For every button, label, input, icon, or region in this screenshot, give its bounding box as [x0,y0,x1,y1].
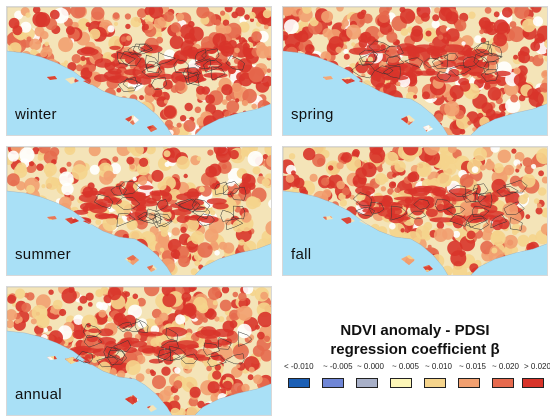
legend-label: ~ -0.005 [323,362,353,371]
legend-swatch [288,378,310,388]
season-label-annual: annual [15,386,62,403]
perimeter-outlines [93,181,247,231]
coastline [283,7,547,135]
legend-swatch [322,378,344,388]
perimeter-outlines [351,40,503,82]
season-label-fall: fall [291,246,312,263]
legend-swatch [356,378,378,388]
season-label-summer: summer [15,246,71,263]
map-panel-summer: summer [6,146,272,276]
legend-label: ~ 0.020 [492,362,519,371]
map-summer [7,147,271,275]
legend-label: > 0.020 [524,362,550,371]
map-panel-spring: spring [282,6,548,136]
map-panel-fall: fall [282,146,548,276]
map-spring [283,7,547,135]
legend-label: ~ 0.005 [392,362,419,371]
coastline [7,147,271,275]
legend-subtitle: regression coefficient β [330,341,500,358]
perimeter-outlines [352,179,528,231]
legend-label: ~ 0.010 [425,362,452,371]
legend-swatch [522,378,544,388]
legend-labels: < -0.010 ~ -0.005 ~ 0.000 ~ 0.005 ~ 0.01… [284,362,550,376]
coastline [7,287,271,415]
legend-swatch [390,378,412,388]
map-panel-winter: winter [6,6,272,136]
legend-label: ~ 0.000 [357,362,384,371]
map-fall [283,147,547,275]
map-annual [7,287,271,415]
season-label-winter: winter [15,106,57,123]
perimeter-outlines [117,43,245,92]
coastline [283,147,547,275]
legend-label: < -0.010 [284,362,314,371]
legend-swatches [284,378,546,390]
legend-title: NDVI anomaly - PDSI [340,322,490,339]
coastline [7,7,271,135]
legend-swatch [492,378,514,388]
legend-swatch [458,378,480,388]
perimeter-outlines [75,318,253,368]
map-winter [7,7,271,135]
island [359,219,375,225]
map-panel-annual: annual [6,286,272,416]
legend-swatch [424,378,446,388]
legend-label: ~ 0.015 [459,362,486,371]
season-label-spring: spring [291,106,334,123]
